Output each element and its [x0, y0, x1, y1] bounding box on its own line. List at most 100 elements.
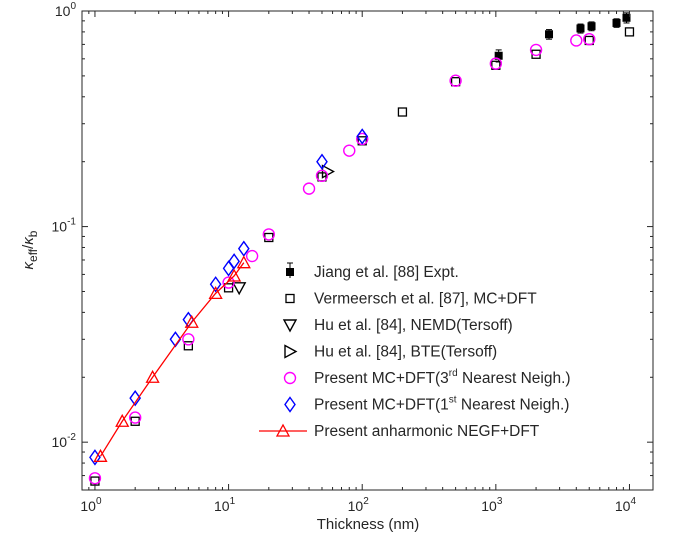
data-point-mc-3rd [128, 411, 142, 424]
data-point-jiang [622, 13, 631, 22]
data-point-negf [93, 448, 108, 462]
legend-label: Present MC+DFT(3rd Nearest Neigh.) [314, 368, 571, 387]
data-point-vermeersch [624, 27, 635, 37]
data-point-jiang [545, 30, 554, 39]
data-point-mc-3rd [245, 249, 259, 263]
data-point-negf [115, 413, 130, 427]
data-point-mc-3rd [222, 276, 235, 289]
y-axis-title-kappa: κ [20, 260, 37, 269]
plot-marks [88, 12, 635, 486]
x-tick-label-exp: 2 [363, 496, 369, 507]
data-point-negf [184, 314, 199, 328]
legend-item-6: Present anharmonic NEGF+DFT [259, 423, 540, 440]
data-point-negf [275, 423, 291, 437]
legend-item-1: Vermeersch et al. [87], MC+DFT [285, 291, 537, 308]
legend-label: Present anharmonic NEGF+DFT [314, 423, 540, 440]
data-point-hu-bte [284, 344, 298, 359]
legend-item-4: Present MC+DFT(3rd Nearest Neigh.) [283, 368, 571, 387]
data-point-mc-3rd [583, 32, 596, 46]
data-point-mc-3rd [343, 144, 356, 157]
data-point-vermeersch [397, 107, 408, 117]
data-point-vermeersch [285, 293, 295, 304]
x-tick-label: 103 [481, 496, 503, 514]
data-point-negf [227, 268, 242, 282]
data-point-mc-3rd [570, 34, 583, 47]
y-tick-label-base: 10 [52, 219, 68, 235]
legend-label: Hu et al. [84], BTE(Tersoff) [314, 344, 497, 361]
legend-label: Present MC+DFT(1st Nearest Neigh.) [314, 395, 569, 414]
data-point-vermeersch [183, 341, 194, 351]
y-axis-title-sub2: b [26, 230, 40, 237]
y-tick-label-exp: 0 [70, 1, 76, 12]
data-point-mc-3rd [88, 472, 102, 485]
x-tick-label-exp: 3 [497, 496, 503, 507]
y-tick-label-exp: -2 [67, 432, 76, 443]
series-0 [494, 12, 631, 63]
x-tick-label: 104 [615, 496, 637, 514]
legend-label: Vermeersch et al. [87], MC+DFT [314, 291, 537, 308]
legend: Jiang et al. [88] Expt. Vermeersch et al.… [259, 262, 571, 440]
data-point-mc-3rd [449, 74, 462, 87]
series-4 [88, 32, 596, 485]
legend-item-2: Hu et al. [84], NEMD(Tersoff) [282, 317, 513, 334]
data-point-mc-3rd [302, 182, 316, 195]
legend-item-3: Hu et al. [84], BTE(Tersoff) [284, 344, 497, 361]
x-tick-label-base: 10 [615, 498, 631, 514]
x-axis-title: Thickness (nm) [317, 516, 420, 533]
y-axis-title: κeff/κb [20, 230, 40, 269]
series-line-negf [99, 262, 245, 457]
y-tick-label: 10-2 [52, 432, 77, 450]
x-tick-label-exp: 1 [230, 496, 236, 507]
legend-label: Jiang et al. [88] Expt. [314, 264, 459, 281]
y-tick-label: 10-1 [52, 217, 77, 235]
legend-label-pre: Present MC+DFT(1 [314, 397, 449, 414]
y-axis-title-sub1: eff [26, 248, 40, 262]
legend-item-5: Present MC+DFT(1st Nearest Neigh.) [284, 395, 569, 414]
legend-label-sup: st [449, 395, 457, 406]
legend-label-sup: rd [449, 368, 458, 379]
data-point-vermeersch [223, 283, 234, 293]
data-point-mc-3rd [182, 333, 195, 346]
legend-label-post: Nearest Neigh.) [457, 397, 570, 414]
y-tick-label-base: 10 [52, 434, 68, 450]
data-point-jiang [587, 22, 596, 31]
x-tick-label-exp: 4 [630, 496, 636, 507]
x-tick-label: 102 [348, 496, 370, 514]
legend-item-0: Jiang et al. [88] Expt. [286, 262, 459, 281]
data-point-mc-3rd [283, 371, 297, 385]
data-point-mc-1st [316, 153, 328, 170]
x-tick-label-base: 10 [348, 498, 364, 514]
x-tick-label-base: 10 [80, 498, 96, 514]
data-point-mc-1st [129, 389, 142, 407]
data-point-mc-3rd [529, 43, 543, 57]
data-point-negf [145, 369, 160, 383]
y-tick-label-exp: -1 [67, 217, 76, 228]
legend-label-pre: Present MC+DFT(3 [314, 370, 449, 387]
data-point-mc-1st [356, 128, 369, 145]
series-2 [231, 282, 247, 296]
axes-box [81, 10, 654, 491]
data-point-negf [236, 255, 251, 269]
legend-label-post: Nearest Neigh.) [458, 370, 571, 387]
data-point-mc-1st [209, 276, 222, 293]
data-point-jiang [612, 18, 621, 27]
y-axis-title-slash: / [20, 244, 37, 249]
data-point-mc-3rd [262, 228, 276, 241]
data-point-jiang [286, 268, 294, 276]
data-point-hu-nemd [231, 282, 247, 296]
data-point-mc-1st [284, 396, 296, 413]
data-point-negf [208, 286, 223, 300]
y-axis-title-kappa2: κ [20, 236, 37, 245]
x-tick-label-base: 10 [481, 498, 497, 514]
legend-label: Hu et al. [84], NEMD(Tersoff) [314, 317, 513, 334]
x-tick-label-exp: 0 [96, 496, 102, 507]
data-point-mc-3rd [489, 57, 503, 70]
data-point-hu-nemd [282, 319, 298, 333]
data-point-jiang [494, 51, 503, 60]
data-point-mc-1st [228, 253, 240, 270]
y-tick-label-base: 10 [55, 3, 71, 19]
x-tick-label: 100 [80, 496, 102, 514]
